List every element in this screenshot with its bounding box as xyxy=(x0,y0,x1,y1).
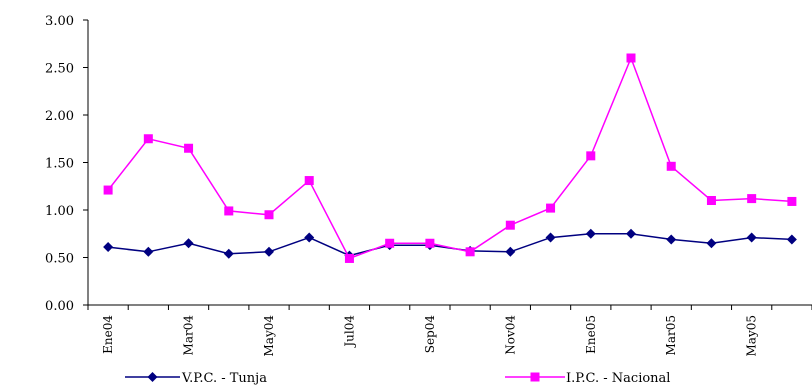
y-tick-label: 1.00 xyxy=(45,204,74,219)
data-point xyxy=(746,232,757,243)
x-tick-label: Nov04 xyxy=(503,315,517,355)
legend: V.P.C. - Tunja I.P.C. - Nacional xyxy=(125,371,670,386)
data-point xyxy=(304,176,314,186)
data-point xyxy=(465,247,475,257)
data-point xyxy=(385,238,395,248)
data-point xyxy=(505,220,515,230)
x-tick-label: Jul04 xyxy=(342,315,356,349)
data-point xyxy=(586,151,596,161)
data-point xyxy=(747,194,757,204)
y-tick-label: 0.00 xyxy=(45,299,74,314)
legend-item: V.P.C. - Tunja xyxy=(125,371,267,386)
legend-marker xyxy=(530,372,540,382)
legend-label: V.P.C. - Tunja xyxy=(181,371,267,386)
data-point xyxy=(626,53,636,63)
series-layer xyxy=(103,53,797,263)
data-point xyxy=(546,203,556,213)
data-point xyxy=(706,196,716,205)
y-axis: 0.00 0.50 1.00 1.50 2.00 2.50 3.00 xyxy=(45,14,89,314)
y-tick-label: 2.00 xyxy=(45,109,74,124)
data-point xyxy=(264,210,274,220)
x-tick-label: Ene04 xyxy=(101,315,115,354)
legend-marker xyxy=(147,372,158,382)
y-tick-label: 2.50 xyxy=(45,62,74,77)
data-point xyxy=(545,232,556,243)
x-tick-label: Ene05 xyxy=(584,315,598,354)
data-point xyxy=(143,246,154,257)
data-point xyxy=(183,238,194,249)
data-point xyxy=(103,185,113,195)
x-tick-label: Mar04 xyxy=(182,315,196,356)
y-tick-label: 1.50 xyxy=(45,157,74,172)
data-point xyxy=(666,234,677,245)
x-tick-label: Sep04 xyxy=(423,315,437,354)
y-tick-label: 3.00 xyxy=(45,14,74,29)
y-tick-label: 0.50 xyxy=(45,252,74,267)
x-tick-label: Mar05 xyxy=(664,315,678,355)
x-axis: Ene04 Mar04 May04 Jul04 Sep04 Nov04 Ene05 Mar05… xyxy=(87,304,812,357)
series-vpc-tunja xyxy=(103,228,797,261)
data-point xyxy=(143,134,153,144)
data-point xyxy=(224,206,234,216)
series-ipc-nacional xyxy=(103,53,797,263)
data-point xyxy=(787,196,797,206)
data-point xyxy=(103,242,114,253)
data-point xyxy=(184,143,194,153)
data-point xyxy=(666,161,676,171)
data-point xyxy=(223,248,234,259)
legend-label: I.P.C. - Nacional xyxy=(566,371,670,386)
data-point xyxy=(304,232,315,243)
data-point xyxy=(264,246,274,257)
data-point xyxy=(706,238,717,249)
data-point xyxy=(425,238,435,248)
x-tick-label: May04 xyxy=(262,315,276,357)
data-point xyxy=(344,253,354,263)
data-point xyxy=(505,246,516,257)
data-point xyxy=(786,234,797,245)
series-line xyxy=(108,233,792,257)
x-tick-label: May05 xyxy=(745,315,759,357)
series-line xyxy=(107,55,792,260)
data-point xyxy=(585,228,596,239)
legend-item: I.P.C. - Nacional xyxy=(505,371,670,386)
data-point xyxy=(626,228,636,239)
